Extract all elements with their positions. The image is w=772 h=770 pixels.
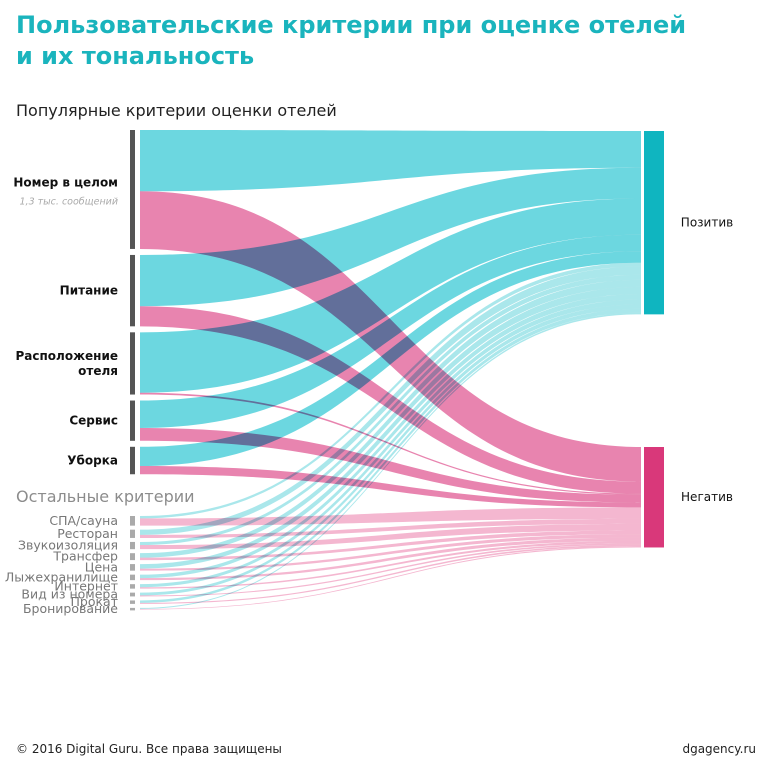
source-label-питание: Питание [60,284,118,298]
target-label-positive: Позитив [681,216,733,230]
flow-links [140,130,641,610]
source-label-ресторан: Ресторан [57,526,118,541]
flow-positive-питание [140,167,641,307]
source-label-интернет: Интернет [54,578,118,593]
source-bar-прокат [130,600,135,604]
flow-positive-вид-из-номера [140,304,641,596]
page-title: Пользовательские критерии при оценке оте… [16,10,716,72]
flow-negative-спа-сауна [140,507,641,526]
flow-positive-сервис [140,234,641,428]
source-bar-трансфер [130,553,135,561]
section-popular-heading: Популярные критерии оценки отелей [16,101,337,120]
flow-negative-лыжехранилище [140,537,641,581]
source-label-бронирование: Бронирование [23,601,118,616]
source-bar-цена [130,564,135,571]
source-label-цена: Цена [85,559,118,574]
flow-positive-бронирование [140,312,641,609]
section-other-heading: Остальные критерии [16,487,195,506]
source-bar-интернет [130,584,135,589]
footer-copyright: © 2016 Digital Guru. Все права защищены [16,742,282,756]
flow-negative-бронирование [140,546,641,610]
flow-positive-звукоизоляция [140,274,641,546]
title-line-1: Пользовательские критерии при оценке оте… [16,11,687,39]
flow-positive-расположение-отеля [140,198,641,393]
source-label-расположение-отеля-2: отеля [78,364,118,378]
source-bar-бронирование [130,607,135,611]
flow-negative-интернет [140,540,641,589]
source-label-вид-из-номера: Вид из номера [21,587,118,602]
source-bar-питание [130,254,135,327]
flow-positive-цена [140,286,641,569]
flow-positive-прокат [140,308,641,603]
flow-positive-трансфер [140,279,641,558]
flow-positive-интернет [140,299,641,588]
flow-positive-ресторан [140,266,641,535]
target-bar-positive [644,131,664,315]
primary-volume-note: 1,3 тыс. сообщений [20,196,118,207]
source-bar-ресторан [130,529,135,538]
source-label-номер-в-целом: Номер в целом [13,175,118,189]
title-line-2: и их тональность [16,42,255,70]
source-bar-звукоизоляция [130,541,135,550]
source-label-трансфер: Трансфер [52,549,118,564]
source-label-прокат: Прокат [71,594,118,609]
source-bar-номер-в-целом [130,130,135,249]
source-bar-сервис [130,400,135,441]
flow-negative-цена [140,534,641,571]
footer-site-link[interactable]: dgagency.ru [682,742,756,756]
source-bar-уборка [130,446,135,475]
source-label-спа-сауна: СПА/сауна [49,513,118,528]
source-bar-лыжехранилище [130,574,135,581]
source-label-звукоизоляция: Звукоизоляция [18,538,118,553]
flow-negative-сервис [140,427,641,503]
source-label-сервис: Сервис [69,414,118,428]
source-label-уборка: Уборка [67,454,118,468]
source-label-расположение-отеля-1: Расположение [16,349,119,363]
source-bar-расположение-отеля [130,332,135,395]
flow-negative-прокат [140,544,641,604]
flow-negative-ресторан [140,518,641,538]
flow-negative-уборка [140,466,641,508]
source-label-лыжехранилище: Лыжехранилище [5,569,118,584]
source-bar-спа-сауна [130,516,135,526]
flow-positive-номер-в-целом [140,130,641,192]
flow-positive-лыжехранилище [140,294,641,579]
target-label-negative: Негатив [681,490,733,504]
target-nodes: Позитив Негатив [644,131,733,548]
source-nodes: Номер в целом 1,3 тыс. сообщений Питание Ра… [5,130,135,616]
flow-negative-звукоизоляция [140,523,641,550]
target-bar-negative [644,447,664,548]
flow-positive-уборка [140,251,641,467]
flow-negative-трансфер [140,530,641,561]
source-bar-вид-из-номера [130,592,135,597]
flow-negative-вид-из-номера [140,543,641,597]
flow-positive-спа-сауна [140,262,641,519]
